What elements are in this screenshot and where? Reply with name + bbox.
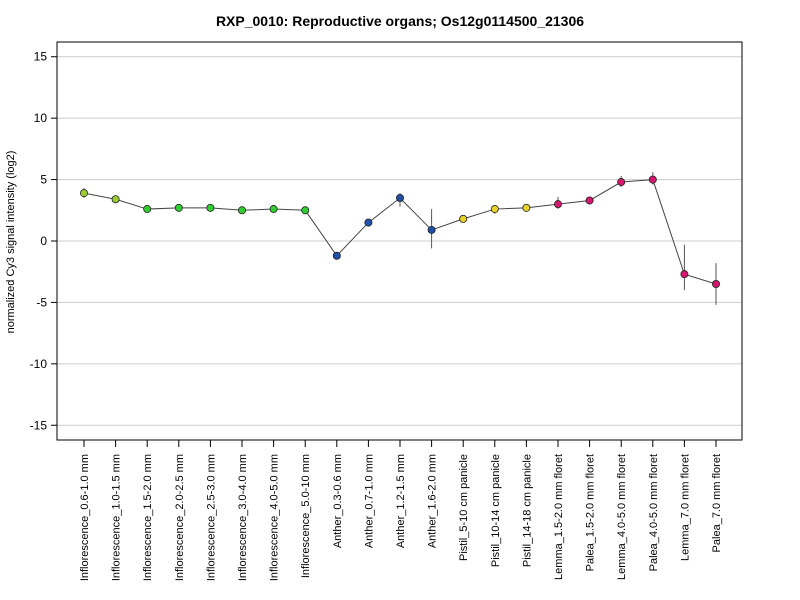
chart-title: RXP_0010: Reproductive organs; Os12g0114… (216, 13, 584, 29)
x-tick-label: Inflorescence_1.0-1.5 mm (111, 454, 123, 581)
x-tick-label: Anther_0.7-1.0 mm (363, 454, 375, 548)
y-tick-label: -5 (36, 295, 47, 309)
x-tick-label: Anther_1.6-2.0 mm (427, 454, 439, 548)
y-tick-label: 0 (40, 234, 47, 248)
grid-lines (57, 56, 742, 426)
plot-frame (56, 41, 743, 441)
x-tick-label: Inflorescence_0.6-1.0 mm (79, 454, 91, 581)
data-point (395, 194, 404, 203)
data-point (143, 205, 152, 214)
x-tick-label: Pistil_10-14 cm panicle (490, 454, 502, 567)
x-tick-label: Palea_1.5-2.0 mm floret (585, 454, 597, 571)
data-point (680, 270, 689, 279)
x-tick-label: Palea_4.0-5.0 mm floret (648, 454, 660, 571)
data-point (364, 218, 373, 227)
data-point (554, 200, 563, 209)
data-point (522, 203, 531, 212)
x-tick-label: Lemma_7.0 mm floret (679, 454, 691, 561)
x-tick-label: Inflorescence_1.5-2.0 mm (142, 454, 154, 581)
x-tick-label: Anther_0.3-0.6 mm (332, 454, 344, 548)
data-point (585, 196, 594, 205)
data-point (332, 251, 341, 260)
data-point (712, 279, 721, 288)
data-point (427, 225, 436, 234)
series (80, 172, 721, 305)
y-axis-label: normalized Cy3 signal intensity (log2) (5, 151, 17, 334)
data-point (617, 178, 626, 187)
x-tick-label: Inflorescence_3.0-4.0 mm (237, 454, 249, 581)
data-point (648, 175, 657, 184)
x-tick-label: Anther_1.2-1.5 mm (395, 454, 407, 548)
x-tick-label: Pistil_14-18 cm panicle (521, 454, 533, 567)
data-point (301, 206, 310, 215)
x-tick-label: Inflorescence_5.0-10 mm (300, 454, 312, 578)
data-point (459, 214, 468, 223)
data-point (80, 189, 89, 198)
x-tick-label: Inflorescence_2.5-3.0 mm (205, 454, 217, 581)
y-tick-label: 15 (34, 50, 48, 64)
y-axis: -15 -10 -5 0 5 10 15 (30, 50, 57, 432)
data-point (174, 203, 183, 212)
data-point (206, 203, 215, 212)
data-point (269, 205, 278, 214)
data-point (490, 205, 499, 214)
data-point (111, 195, 120, 204)
x-tick-label: Pistil_5-10 cm panicle (458, 454, 470, 561)
x-tick-label: Palea_7.0 mm floret (711, 454, 723, 552)
y-tick-label: 5 (40, 173, 47, 187)
y-tick-label: 10 (34, 111, 48, 125)
data-point (237, 206, 246, 215)
x-tick-label: Lemma_1.5-2.0 mm floret (553, 454, 565, 580)
y-tick-label: -15 (30, 418, 48, 432)
x-axis: Inflorescence_0.6-1.0 mm Inflorescence_1.… (79, 440, 723, 581)
y-tick-label: -10 (30, 357, 48, 371)
x-tick-label: Inflorescence_4.0-5.0 mm (269, 454, 281, 581)
x-tick-label: Inflorescence_2.0-2.5 mm (174, 454, 186, 581)
x-tick-label: Lemma_4.0-5.0 mm floret (616, 454, 628, 580)
